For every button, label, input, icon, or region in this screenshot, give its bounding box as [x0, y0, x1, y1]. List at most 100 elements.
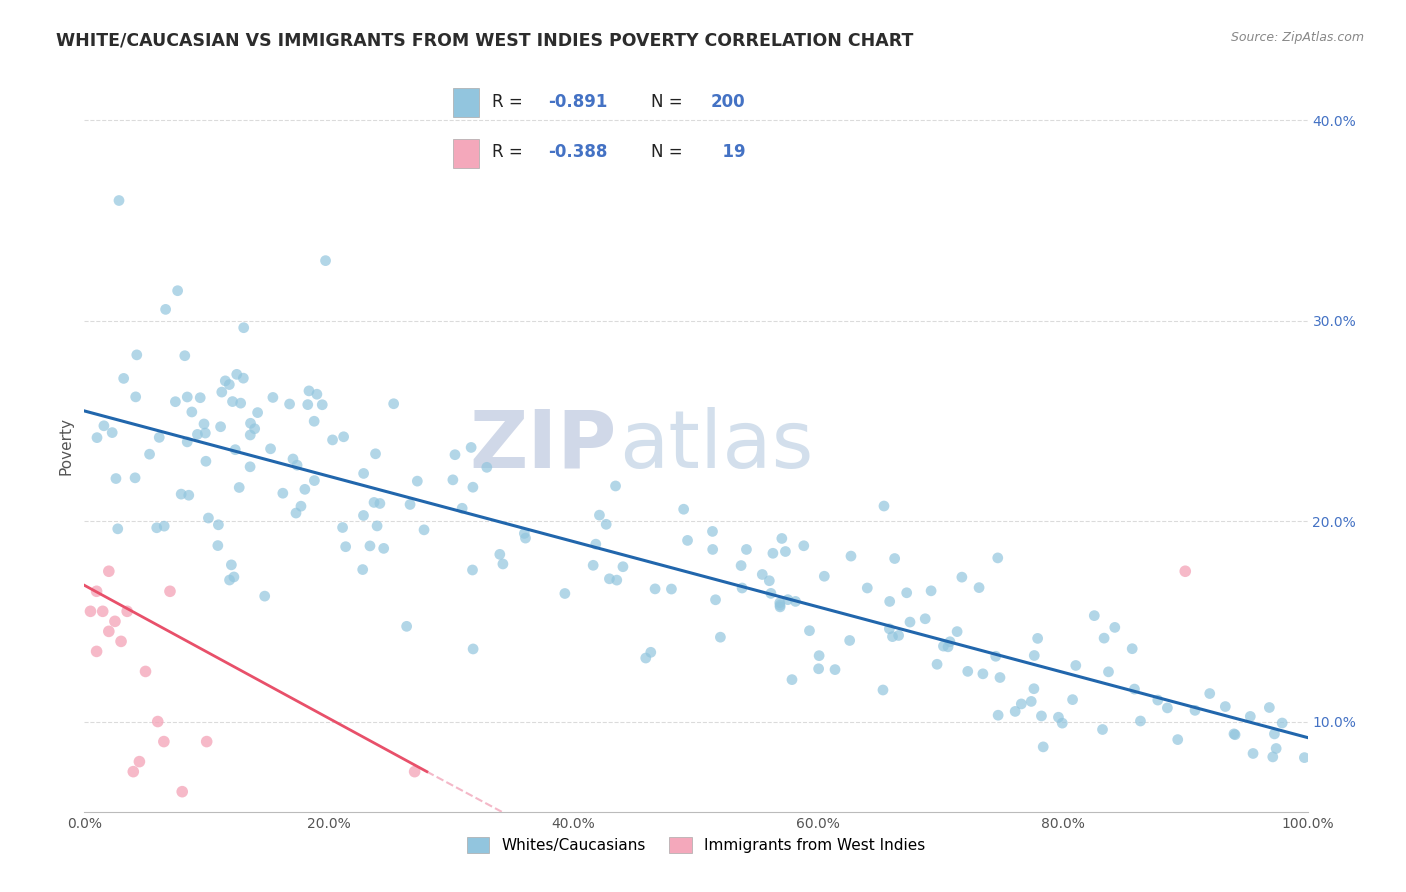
Point: [644, 582, 666, 596]
Point: [332, 430, 354, 444]
Point: [898, 615, 921, 629]
Point: [194, 454, 217, 468]
Point: [751, 567, 773, 582]
FancyBboxPatch shape: [453, 88, 479, 117]
FancyBboxPatch shape: [453, 139, 479, 168]
Point: [363, 495, 385, 509]
Point: [879, 622, 901, 636]
Point: [793, 539, 815, 553]
Point: [262, 391, 284, 405]
Point: [297, 398, 319, 412]
Point: [799, 624, 821, 638]
Point: [879, 594, 901, 608]
Text: WHITE/CAUCASIAN VS IMMIGRANTS FROM WEST INDIES POVERTY CORRELATION CHART: WHITE/CAUCASIAN VS IMMIGRANTS FROM WEST …: [56, 31, 914, 49]
Point: [492, 557, 515, 571]
Point: [207, 539, 229, 553]
Point: [813, 569, 835, 583]
Point: [368, 496, 391, 510]
Point: [1265, 741, 1288, 756]
Point: [606, 573, 628, 587]
Point: [515, 531, 537, 545]
Point: [197, 511, 219, 525]
Point: [93, 418, 115, 433]
Point: [936, 640, 959, 654]
Point: [271, 486, 294, 500]
Point: [373, 541, 395, 556]
Point: [1026, 632, 1049, 646]
Point: [1097, 665, 1119, 679]
Point: [298, 384, 321, 398]
Point: [125, 348, 148, 362]
Point: [281, 452, 304, 467]
Point: [211, 385, 233, 400]
Point: [364, 447, 387, 461]
Point: [967, 581, 990, 595]
Point: [808, 648, 831, 663]
Point: [222, 570, 245, 584]
Point: [914, 612, 936, 626]
Point: [97, 624, 120, 639]
Point: [176, 434, 198, 449]
Point: [1022, 681, 1045, 696]
Point: [1241, 747, 1264, 761]
Point: [404, 764, 426, 779]
Point: [153, 519, 176, 533]
Point: [86, 584, 108, 599]
Point: [177, 488, 200, 502]
Point: [1024, 648, 1046, 663]
Point: [932, 639, 955, 653]
Point: [946, 624, 969, 639]
Point: [987, 708, 1010, 723]
Point: [775, 544, 797, 558]
Point: [1263, 727, 1285, 741]
Point: [209, 419, 232, 434]
Point: [304, 474, 326, 488]
Point: [769, 598, 792, 612]
Point: [101, 425, 124, 440]
Point: [1004, 705, 1026, 719]
Point: [232, 320, 254, 334]
Point: [759, 586, 782, 600]
Point: [451, 501, 474, 516]
Point: [1294, 750, 1316, 764]
Point: [108, 194, 131, 208]
Point: [166, 284, 188, 298]
Point: [382, 397, 405, 411]
Point: [302, 414, 325, 428]
Point: [987, 550, 1010, 565]
Point: [939, 634, 962, 648]
Point: [1104, 620, 1126, 634]
Point: [145, 521, 167, 535]
Point: [1146, 693, 1168, 707]
Point: [243, 422, 266, 436]
Point: [461, 480, 484, 494]
Point: [1010, 697, 1032, 711]
Point: [246, 406, 269, 420]
Point: [882, 630, 904, 644]
Point: [769, 599, 792, 614]
Point: [770, 532, 793, 546]
Point: [311, 398, 333, 412]
Point: [399, 498, 422, 512]
Point: [887, 628, 910, 642]
Point: [406, 474, 429, 488]
Point: [107, 522, 129, 536]
Point: [1047, 710, 1070, 724]
Point: [155, 302, 177, 317]
Point: [1129, 714, 1152, 728]
Point: [104, 471, 127, 485]
Point: [207, 517, 229, 532]
Point: [769, 596, 792, 610]
Point: [278, 397, 301, 411]
Point: [165, 394, 187, 409]
Point: [218, 573, 240, 587]
Point: [1062, 692, 1084, 706]
Point: [1092, 631, 1115, 645]
Point: [1064, 658, 1087, 673]
Point: [193, 417, 215, 431]
Legend: Whites/Caucasians, Immigrants from West Indies: Whites/Caucasians, Immigrants from West …: [460, 830, 932, 859]
Point: [221, 394, 243, 409]
Point: [461, 563, 484, 577]
Point: [640, 645, 662, 659]
Text: Source: ZipAtlas.com: Source: ZipAtlas.com: [1230, 31, 1364, 45]
